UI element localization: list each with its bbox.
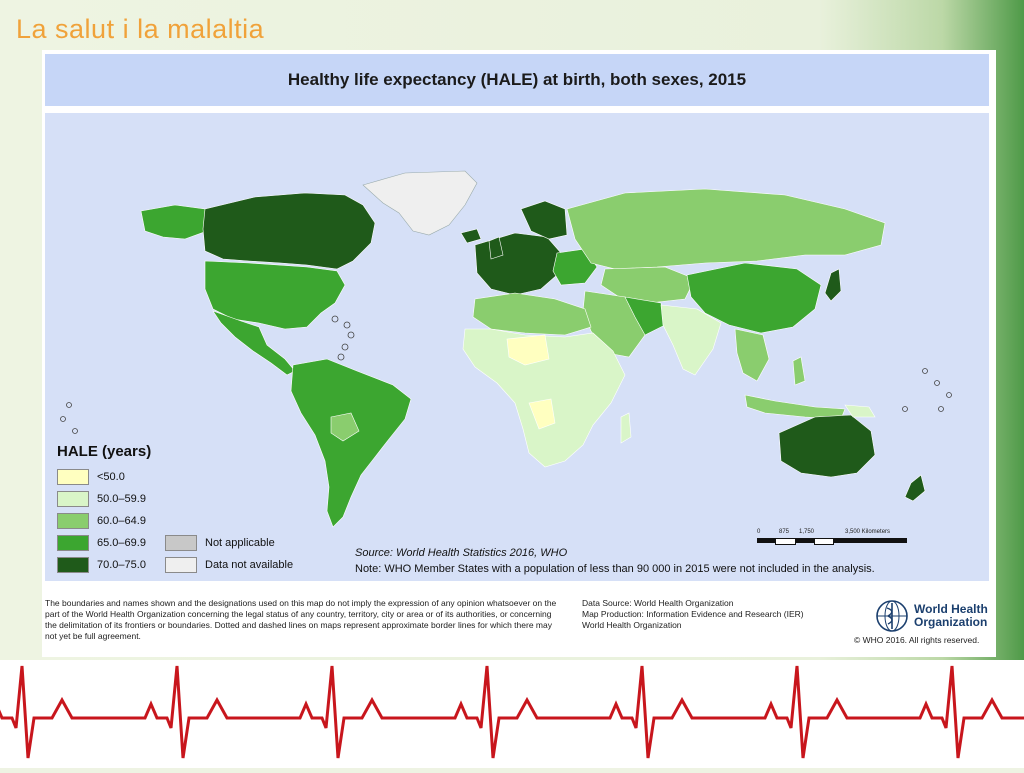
legend-label: 65.0–69.9 xyxy=(97,537,146,549)
legend-swatch xyxy=(165,557,197,573)
legend-swatch xyxy=(57,469,89,485)
legend-label: 50.0–59.9 xyxy=(97,493,146,505)
canada xyxy=(202,192,376,270)
papua xyxy=(844,404,876,418)
scandinavia xyxy=(520,200,568,240)
map-credits: Data Source: World Health Organization M… xyxy=(582,598,804,631)
scale-tick-label: 1,750 xyxy=(799,529,815,535)
map-card: Healthy life expectancy (HALE) at birth,… xyxy=(42,50,996,657)
ecg-line xyxy=(0,665,1024,759)
who-logo: World Health Organization xyxy=(874,598,988,634)
legend-swatch xyxy=(165,535,197,551)
scale-bar: 0 875 1,750 3,500 Kilometers xyxy=(757,529,967,553)
legend-swatch xyxy=(57,491,89,507)
russia xyxy=(566,188,886,270)
scale-bar-segments xyxy=(757,538,907,545)
greenland xyxy=(362,170,478,236)
china xyxy=(686,262,822,334)
legend-item: 50.0–59.9 xyxy=(57,491,146,507)
southeast-asia xyxy=(734,328,770,382)
map-title: Healthy life expectancy (HALE) at birth,… xyxy=(45,54,989,106)
legend-label: <50.0 xyxy=(97,471,125,483)
legend-item: 60.0–64.9 xyxy=(57,513,146,529)
slide-title: La salut i la malaltia xyxy=(16,14,265,44)
bolivia xyxy=(330,412,360,442)
iceland xyxy=(460,228,482,244)
who-name-line2: Organization xyxy=(914,615,988,629)
map-disclaimer: The boundaries and names shown and the d… xyxy=(45,598,557,641)
legend-label: 70.0–75.0 xyxy=(97,559,146,571)
usa xyxy=(204,260,346,330)
map-production: Map Production: Information Evidence and… xyxy=(582,609,804,619)
ecg-strip xyxy=(0,660,1024,768)
map-note: Note: WHO Member States with a populatio… xyxy=(355,563,875,575)
world-map: HALE (years) <50.0 50.0–59.9 60.0–64.9 6… xyxy=(45,113,989,581)
australia xyxy=(778,414,876,478)
organization: World Health Organization xyxy=(582,620,682,630)
central-asia xyxy=(600,266,696,304)
philippines xyxy=(792,356,806,386)
scale-tick-label: 3,500 Kilometers xyxy=(845,529,891,535)
legend-item: Data not available xyxy=(165,557,293,573)
legend-swatch xyxy=(57,557,89,573)
alaska xyxy=(140,204,208,240)
new-zealand xyxy=(904,474,926,502)
legend-title: HALE (years) xyxy=(57,443,152,460)
mexico xyxy=(212,310,296,376)
legend-item: 65.0–69.9 xyxy=(57,535,146,551)
legend-swatch xyxy=(57,513,89,529)
scale-tick-label: 0 xyxy=(757,529,761,535)
who-emblem-icon xyxy=(876,600,908,632)
who-name: World Health Organization xyxy=(914,603,988,629)
europe-west xyxy=(474,232,562,296)
north-africa xyxy=(472,292,592,336)
world-map-graphic xyxy=(60,170,952,528)
south-america xyxy=(290,358,412,528)
legend-swatch xyxy=(57,535,89,551)
map-source: Source: World Health Statistics 2016, WH… xyxy=(355,547,568,559)
legend-label: Not applicable xyxy=(205,537,275,549)
scale-tick-label: 875 xyxy=(779,529,790,535)
indonesia xyxy=(744,394,846,420)
legend-item: 70.0–75.0 xyxy=(57,557,146,573)
south-asia xyxy=(660,304,722,376)
sub-saharan-africa xyxy=(462,328,626,468)
legend-label: 60.0–64.9 xyxy=(97,515,146,527)
legend-item: Not applicable xyxy=(165,535,275,551)
central-africa-low xyxy=(528,398,556,430)
data-source: Data Source: World Health Organization xyxy=(582,598,734,608)
legend-label: Data not available xyxy=(205,559,294,571)
madagascar xyxy=(620,412,632,444)
legend-item: <50.0 xyxy=(57,469,125,485)
iran xyxy=(624,296,666,336)
copyright: © WHO 2016. All rights reserved. xyxy=(854,635,980,645)
uk xyxy=(488,236,504,260)
japan xyxy=(824,268,842,302)
who-name-line1: World Health xyxy=(914,602,988,616)
sahel-low xyxy=(506,334,550,366)
